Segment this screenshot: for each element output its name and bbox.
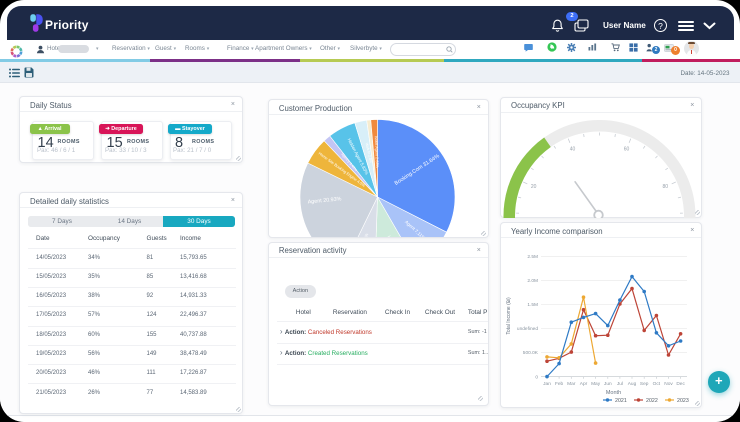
svg-text:Oct: Oct [653, 381, 661, 387]
svg-text:Nov: Nov [664, 381, 673, 387]
svg-text:60: 60 [624, 147, 630, 153]
svg-text:2.5M: 2.5M [527, 254, 538, 260]
svg-text:Agent 3.95%: Agent 3.95% [359, 233, 370, 238]
svg-text:Mar: Mar [567, 381, 576, 387]
svg-text:Jan: Jan [543, 381, 551, 387]
svg-text:80: 80 [663, 184, 669, 190]
svg-text:Israel Agent 2.63%: Israel Agent 2.63% [374, 136, 379, 169]
svg-text:Sep: Sep [640, 381, 649, 387]
svg-text:Month: Month [606, 390, 621, 396]
svg-text:500.0K: 500.0K [523, 350, 539, 356]
svg-text:Agent 20.93%: Agent 20.93% [307, 196, 341, 205]
svg-text:40: 40 [570, 147, 576, 153]
svg-text:Walk In 2.8%: Walk In 2.8% [364, 142, 372, 163]
svg-text:0: 0 [535, 374, 538, 380]
svg-text:20: 20 [531, 184, 537, 190]
svg-text:Walk In 9.98%: Walk In 9.98% [386, 235, 398, 238]
svg-text:2022: 2022 [646, 398, 658, 404]
svg-text:2.0M: 2.0M [527, 278, 538, 284]
svg-text:May: May [591, 381, 601, 387]
svg-text:1.5M: 1.5M [527, 302, 538, 308]
svg-text:Dec: Dec [676, 381, 685, 387]
svg-text:2023: 2023 [677, 398, 689, 404]
svg-text:Jun: Jun [604, 381, 612, 387]
svg-text:2021: 2021 [615, 398, 627, 404]
svg-text:Jul: Jul [617, 381, 623, 387]
svg-text:Aug: Aug [628, 381, 637, 387]
svg-text:Feb: Feb [555, 381, 564, 387]
svg-text:Total Income (₪): Total Income (₪) [506, 297, 512, 335]
svg-text:undefined: undefined [517, 326, 538, 332]
svg-text:Apr: Apr [580, 381, 588, 387]
